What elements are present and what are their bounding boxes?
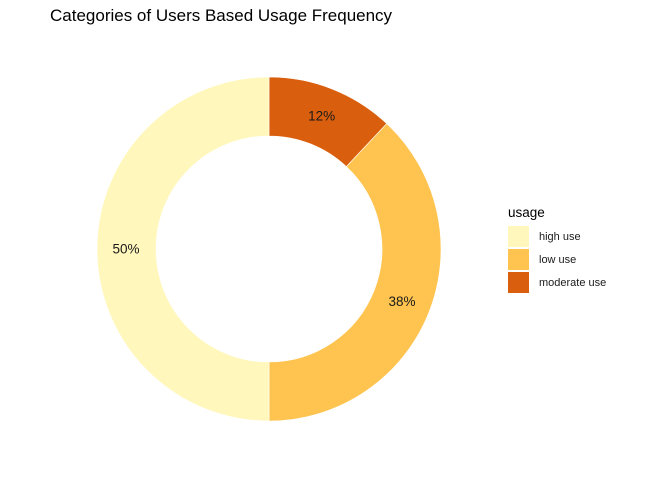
slices-layer — [96, 76, 442, 422]
slice-label-moderate-use: 12% — [308, 109, 335, 124]
chart-title: Categories of Users Based Usage Frequenc… — [50, 6, 393, 25]
legend-label: moderate use — [539, 276, 607, 289]
slice-label-high-use: 50% — [112, 242, 139, 257]
legend: usage high use low use moderate use — [508, 205, 606, 294]
legend-title: usage — [508, 205, 545, 220]
legend-key — [508, 272, 529, 293]
legend-item-low-use: low use — [508, 248, 606, 271]
slice-labels-layer: 12% 38% 50% — [112, 109, 415, 310]
legend-key — [508, 226, 529, 247]
legend-label: high use — [539, 230, 581, 243]
legend-items: high use low use moderate use — [508, 225, 606, 294]
slice-label-low-use: 38% — [388, 294, 415, 309]
slice-high-use — [96, 76, 270, 422]
slice-low-use — [268, 123, 442, 422]
legend-label: low use — [539, 253, 577, 266]
legend-key — [508, 249, 529, 270]
legend-item-high-use: high use — [508, 225, 606, 248]
legend-item-moderate-use: moderate use — [508, 271, 606, 294]
